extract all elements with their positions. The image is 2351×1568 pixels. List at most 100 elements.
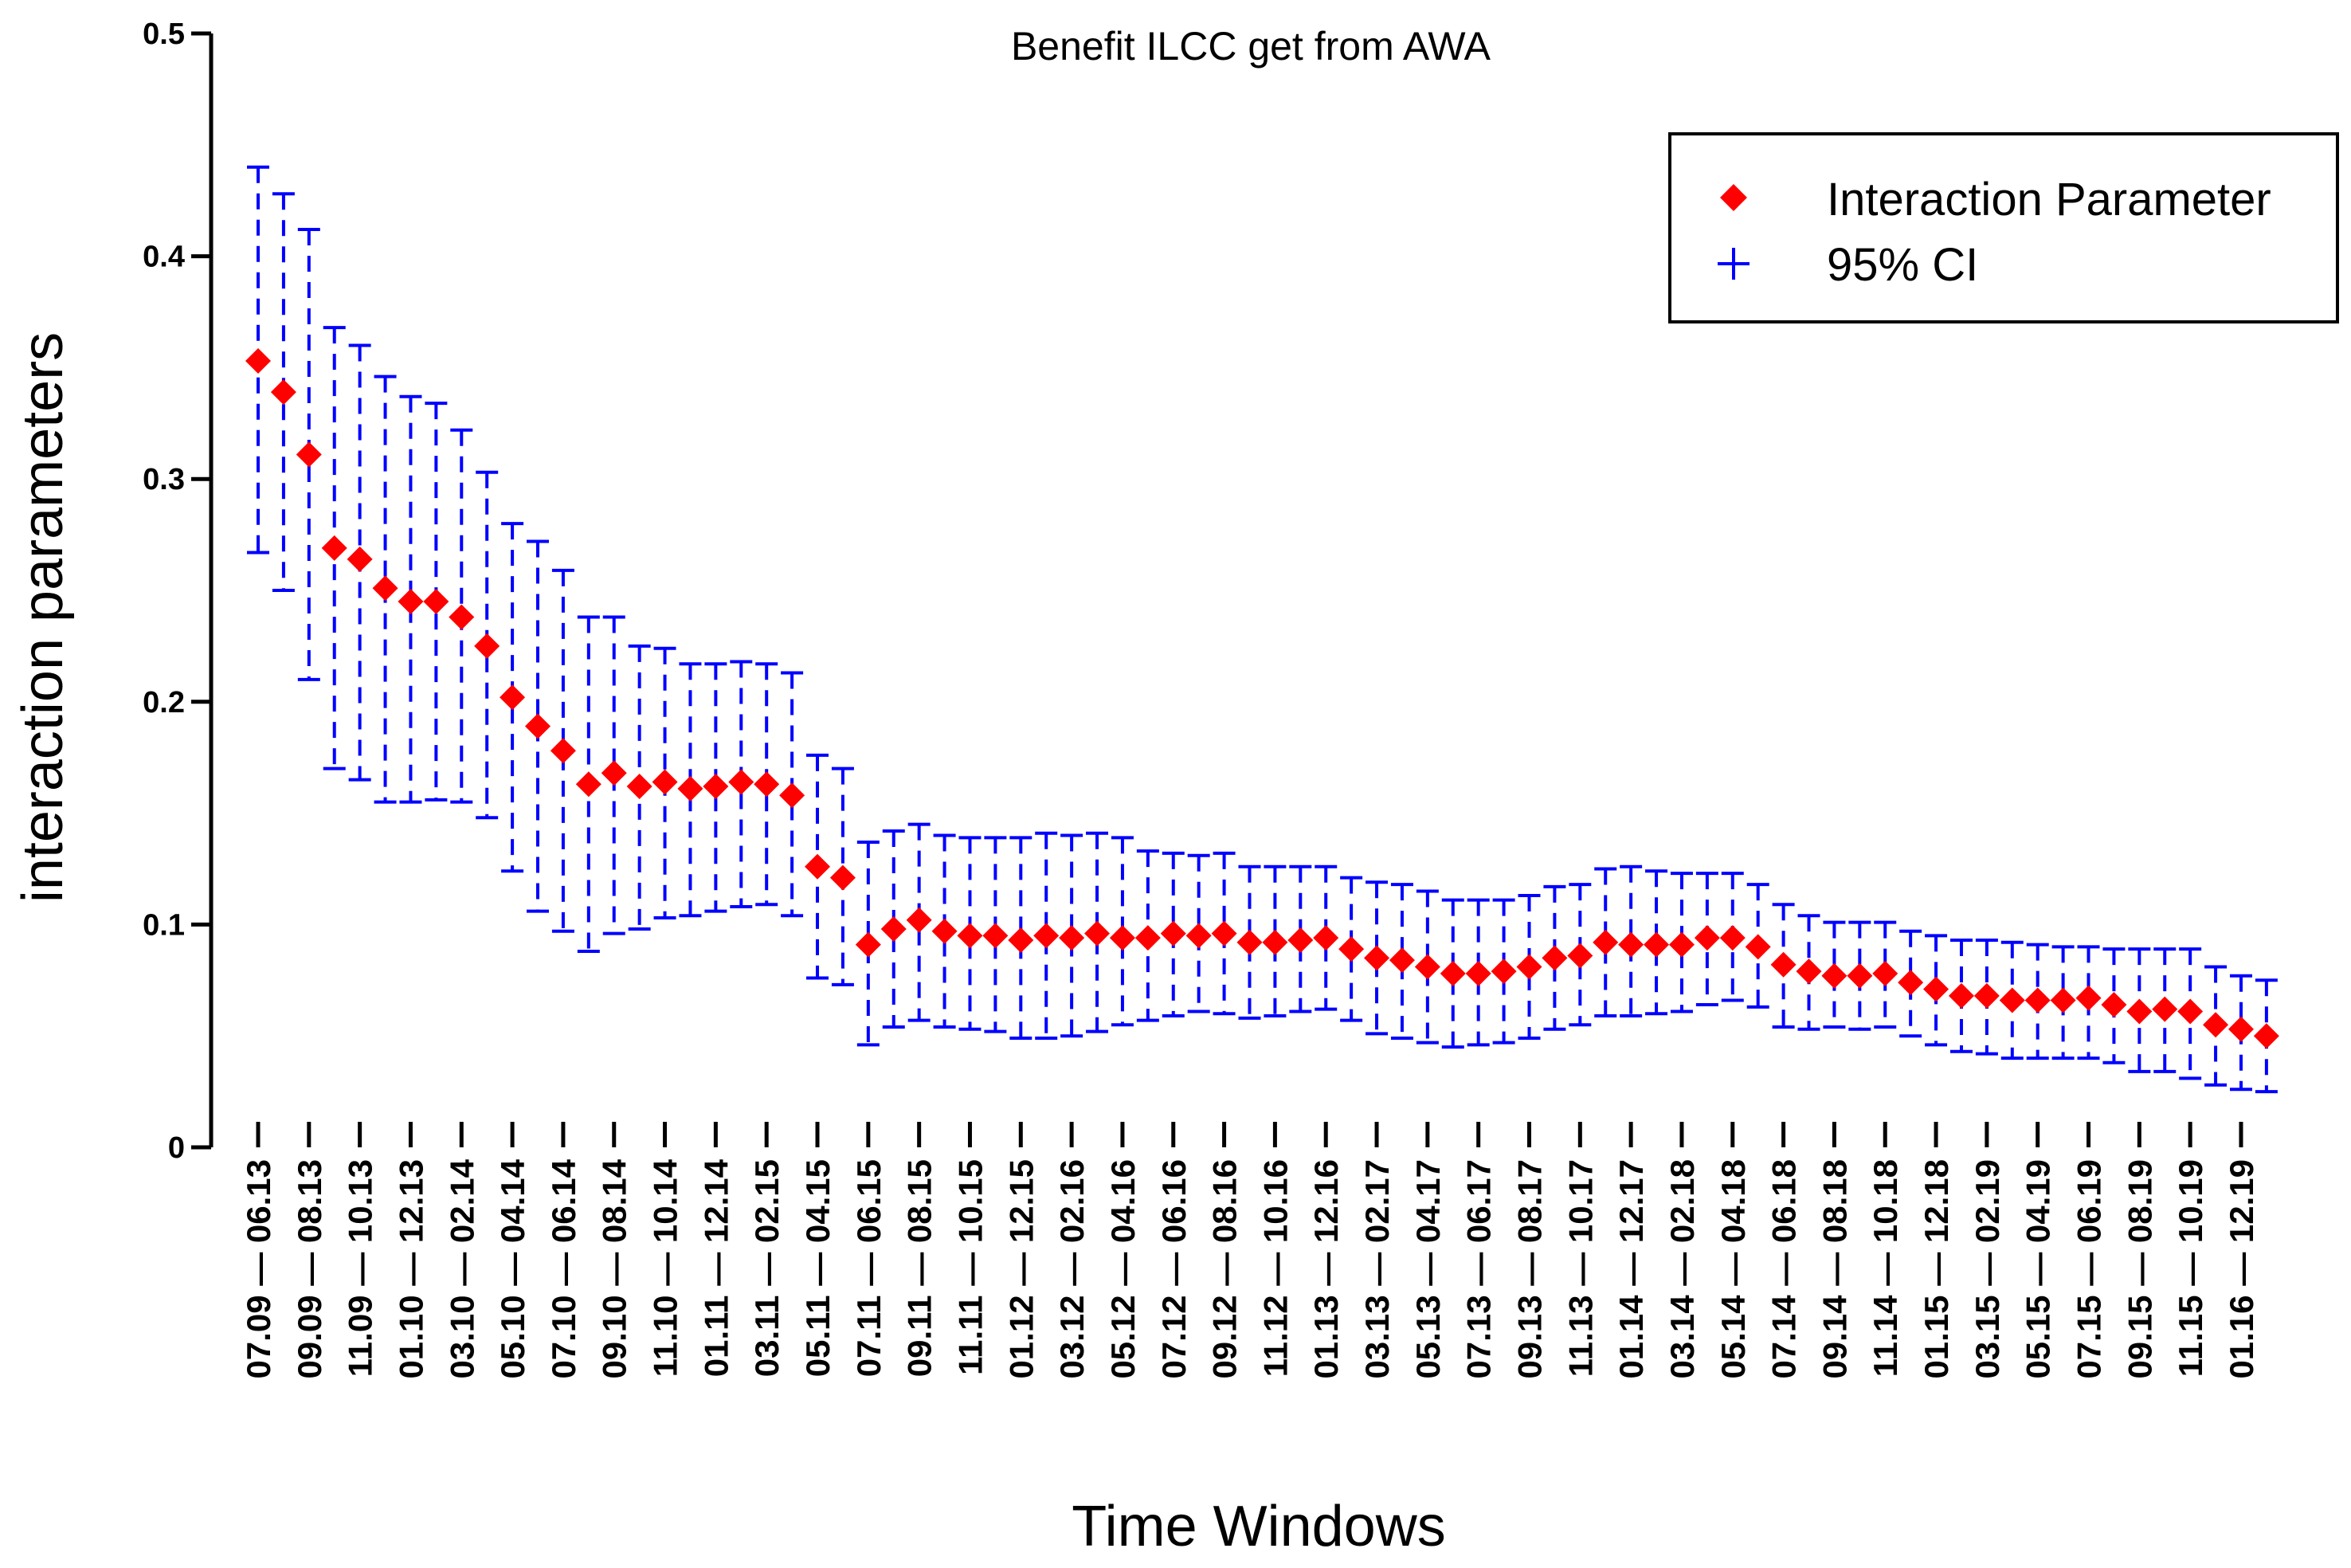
- interaction-point: [1236, 929, 1263, 955]
- x-tick-label: 07.13 — 06.17: [1460, 1159, 1498, 1379]
- interaction-point: [2152, 996, 2178, 1022]
- interaction-point: [1745, 934, 1771, 960]
- legend-box: [1668, 132, 2339, 323]
- y-tick-label: 0.3: [143, 463, 185, 496]
- interaction-point: [321, 535, 347, 561]
- interaction-point: [2075, 985, 2102, 1011]
- interaction-point: [626, 774, 652, 800]
- interaction-point: [754, 771, 780, 798]
- legend: Interaction Parameter 95% CI: [1668, 132, 2339, 323]
- interaction-point: [1948, 982, 1974, 1009]
- interaction-point: [296, 441, 322, 468]
- interaction-point: [2024, 987, 2051, 1013]
- interaction-point: [1134, 925, 1161, 951]
- interaction-point: [1567, 943, 1593, 969]
- interaction-point: [1872, 960, 1898, 986]
- x-tick-label: 09.13 — 08.17: [1511, 1159, 1549, 1379]
- x-tick-label: 01.11 — 12.14: [697, 1158, 735, 1377]
- interaction-point: [703, 774, 729, 800]
- x-tick-label: 09.14 — 08.18: [1816, 1159, 1853, 1379]
- interaction-point: [1414, 954, 1440, 980]
- interaction-point: [372, 575, 398, 602]
- interaction-point: [2253, 1023, 2279, 1049]
- x-axis-ticks: 07.09 — 06.13 09.09 — 08.13 11.09 — 10.13 0…: [240, 1122, 2260, 1379]
- x-tick-label: 11.14 — 10.18: [1867, 1159, 1904, 1377]
- interaction-point: [575, 771, 601, 798]
- interaction-point: [1160, 920, 1186, 947]
- x-tick-label: 11.11 — 10.15: [951, 1159, 989, 1375]
- legend-label-interaction: Interaction Parameter: [1827, 174, 2271, 225]
- x-tick-label: 03.15 — 02.19: [1969, 1159, 2006, 1379]
- interaction-point: [1593, 929, 1619, 955]
- interaction-point: [1618, 931, 1644, 958]
- x-tick-label: 09.15 — 08.19: [2121, 1159, 2158, 1379]
- x-tick-label: 07.09 — 06.13: [240, 1159, 277, 1379]
- interaction-point: [1770, 951, 1797, 978]
- interaction-point: [829, 864, 856, 891]
- x-tick-label: 03.14 — 02.18: [1663, 1159, 1701, 1379]
- x-tick-label: 07.15 — 06.19: [2071, 1159, 2108, 1379]
- interaction-point: [880, 915, 907, 942]
- interaction-point: [2177, 998, 2204, 1025]
- x-tick-label: 07.10 — 06.14: [545, 1158, 582, 1378]
- x-tick-label: 07.14 — 06.18: [1765, 1159, 1803, 1379]
- x-tick-label: 03.11 — 02.15: [748, 1159, 786, 1377]
- y-tick-label: 0.2: [143, 686, 185, 719]
- interaction-point: [1999, 987, 2025, 1013]
- interaction-point: [449, 604, 475, 630]
- x-tick-label: 01.12 — 12.15: [1002, 1159, 1040, 1379]
- interaction-point: [550, 738, 576, 764]
- interaction-point: [1440, 960, 1466, 986]
- interaction-points: [245, 348, 2279, 1049]
- interaction-point: [1185, 923, 1212, 949]
- x-tick-label: 11.10 — 10.14: [647, 1158, 684, 1377]
- interaction-point: [2050, 987, 2076, 1013]
- interaction-point: [1923, 976, 1949, 1002]
- interaction-point: [270, 379, 296, 406]
- interaction-point: [1084, 920, 1111, 947]
- interaction-point: [2101, 992, 2127, 1018]
- interaction-point: [423, 588, 449, 614]
- x-tick-label: 01.10 — 12.13: [392, 1159, 429, 1379]
- y-tick-label: 0.4: [143, 241, 185, 274]
- x-tick-label: 01.14 — 12.17: [1612, 1159, 1650, 1379]
- interaction-point: [2126, 998, 2153, 1025]
- interaction-point: [1262, 929, 1288, 955]
- x-tick-label: 05.14 — 04.18: [1714, 1159, 1752, 1379]
- x-tick-label: 11.12 — 10.16: [1256, 1159, 1294, 1377]
- interaction-point: [1364, 945, 1390, 971]
- interaction-point: [1033, 923, 1060, 949]
- x-tick-label: 09.10 — 08.14: [596, 1158, 633, 1378]
- interaction-point: [601, 760, 627, 786]
- x-tick-label: 11.15 — 10.19: [2172, 1159, 2209, 1377]
- interaction-point: [1796, 958, 1822, 985]
- interaction-point: [1898, 970, 1924, 996]
- interaction-point: [525, 713, 551, 739]
- y-axis-title: interaction parameters: [11, 332, 75, 903]
- y-axis-ticks: 0 0.1 0.2 0.3 0.4 0.5: [143, 18, 211, 1165]
- x-tick-label: 05.15 — 04.19: [2020, 1159, 2057, 1379]
- interaction-point: [728, 769, 754, 795]
- interaction-point: [1287, 927, 1314, 953]
- interaction-point: [2228, 1016, 2254, 1042]
- interaction-point: [1847, 962, 1873, 989]
- interaction-point: [1821, 962, 1847, 989]
- interaction-point: [1644, 931, 1670, 958]
- x-tick-label: 05.13 — 04.17: [1409, 1159, 1447, 1379]
- x-tick-label: 03.13 — 02.17: [1358, 1159, 1396, 1379]
- interaction-point: [500, 684, 526, 711]
- y-tick-label: 0: [168, 1131, 185, 1165]
- interaction-point: [474, 633, 500, 659]
- x-tick-label: 01.15 — 12.18: [1918, 1159, 1955, 1379]
- x-tick-label: 07.11 — 06.15: [850, 1159, 888, 1377]
- y-tick-label: 0.1: [143, 908, 185, 942]
- interaction-point: [245, 348, 271, 374]
- x-tick-label: 03.12 — 02.16: [1053, 1159, 1091, 1379]
- interaction-point: [1389, 947, 1415, 974]
- chart-title: Benefit ILCC get from AWA: [1011, 24, 1491, 69]
- x-axis-title: Time Windows: [1072, 1495, 1445, 1558]
- interaction-point: [1338, 936, 1365, 962]
- interaction-point: [677, 775, 703, 802]
- x-tick-label: 05.12 — 04.16: [1104, 1159, 1142, 1379]
- x-tick-label: 09.12 — 08.16: [1206, 1159, 1244, 1379]
